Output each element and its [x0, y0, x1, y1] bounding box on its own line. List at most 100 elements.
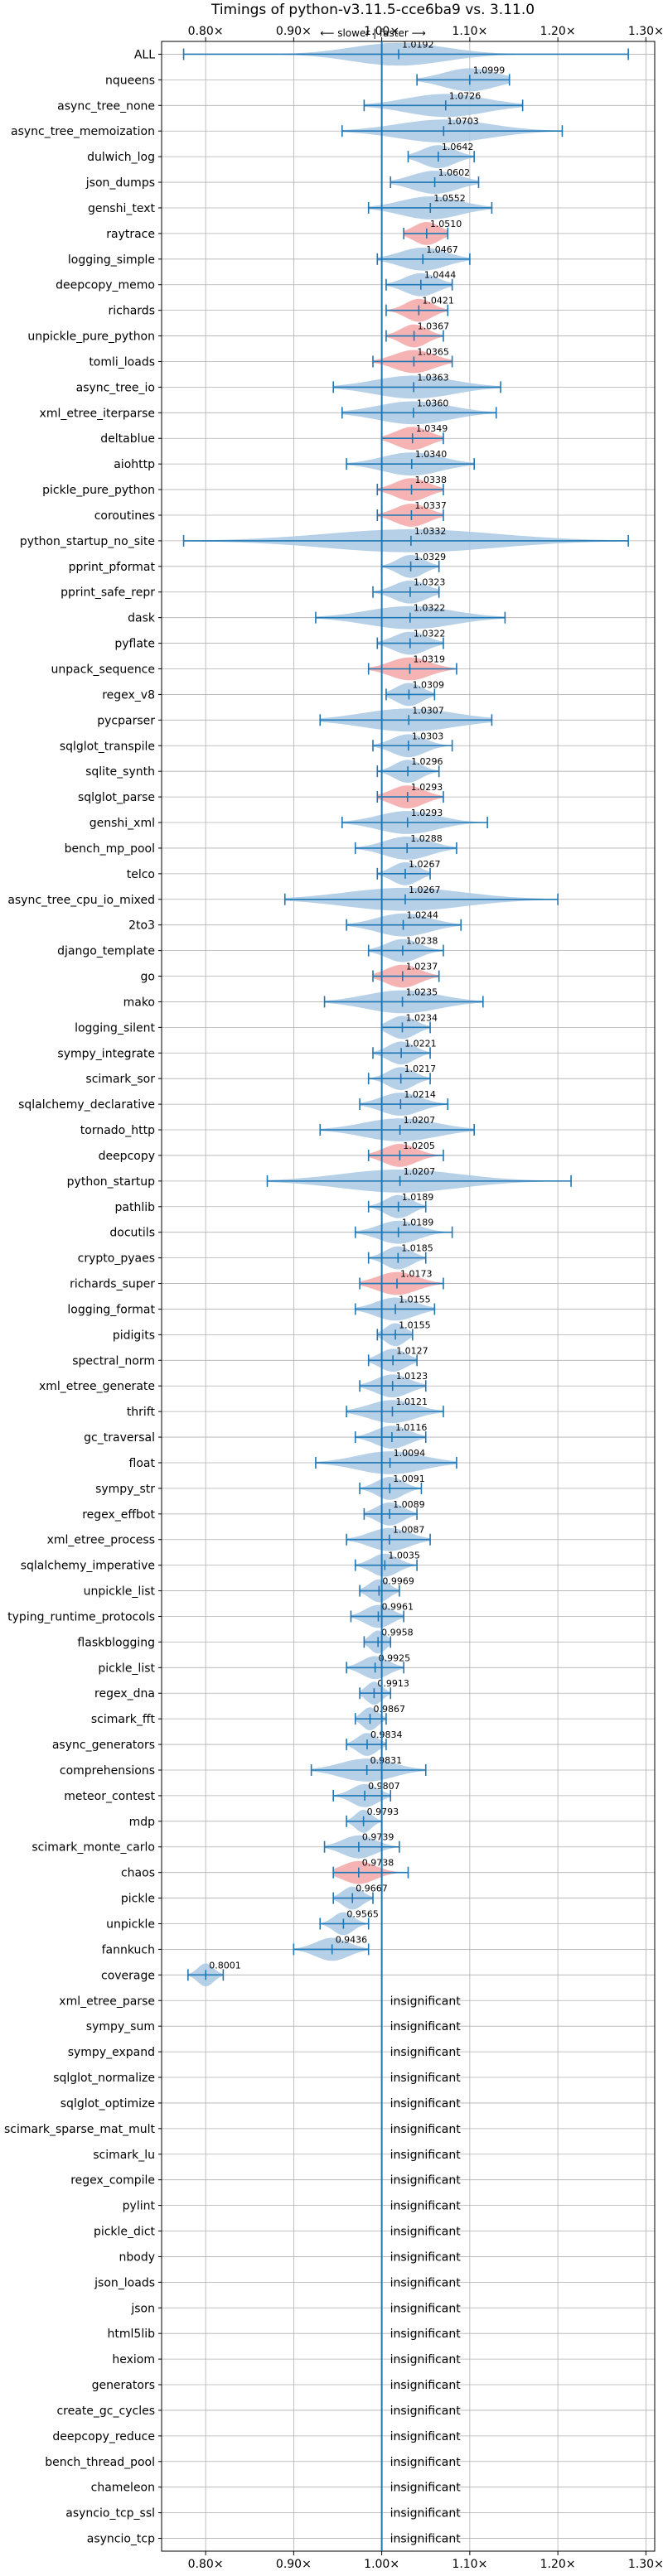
value-label: 1.0205: [403, 1141, 435, 1151]
benchmark-name: fannkuch: [102, 1943, 155, 1956]
plot-frame: [161, 41, 656, 2552]
benchmark-name: sympy_str: [95, 1483, 155, 1496]
benchmark-name: logging_simple: [68, 253, 155, 267]
benchmark-name: scimark_sparse_mat_mult: [4, 2123, 155, 2136]
benchmark-name: sqlglot_parse: [78, 791, 155, 804]
x-tick-label-bottom: 0.90×: [276, 2558, 312, 2571]
benchmark-name: dulwich_log: [87, 151, 155, 164]
benchmark-name: regex_compile: [70, 2174, 155, 2188]
value-label: 1.0267: [409, 859, 441, 870]
benchmark-name: asyncio_tcp_ssl: [65, 2507, 155, 2521]
value-label: 1.0238: [406, 936, 438, 947]
benchmark-name: tomli_loads: [89, 355, 155, 369]
x-tick-label-top: 1.10×: [452, 25, 487, 38]
value-label: 1.0214: [404, 1089, 436, 1100]
benchmark-name: pprint_safe_repr: [60, 586, 155, 600]
x-tick-label-bottom: 1.20×: [540, 2558, 576, 2571]
value-label: 0.9436: [336, 1934, 368, 1945]
insignificant-label: insignificant: [390, 2533, 462, 2546]
benchmark-name: regex_dna: [94, 1687, 155, 1700]
benchmark-name: typing_runtime_protocols: [7, 1610, 155, 1623]
insignificant-label: insignificant: [390, 2482, 462, 2495]
value-label: 0.9807: [368, 1781, 400, 1792]
benchmark-name: asyncio_tcp: [87, 2533, 155, 2546]
value-label: 1.0365: [417, 346, 449, 357]
insignificant-label: insignificant: [390, 2328, 462, 2341]
insignificant-label: insignificant: [390, 2149, 462, 2162]
value-label: 1.0329: [414, 552, 447, 562]
benchmark-name: xml_etree_process: [47, 1534, 155, 1547]
value-label: 0.9958: [381, 1627, 414, 1638]
value-label: 1.0091: [393, 1474, 425, 1484]
benchmark-name: regex_v8: [102, 688, 155, 702]
value-label: 1.0192: [402, 39, 434, 50]
value-label: 1.0322: [414, 629, 446, 639]
value-label: 1.0235: [406, 987, 438, 997]
chart-subtitle: ⟵ slower | faster ⟶: [320, 27, 426, 39]
insignificant-label: insignificant: [390, 2405, 462, 2418]
x-tick-label-bottom: 0.80×: [188, 2558, 224, 2571]
value-label: 1.0467: [426, 244, 458, 255]
benchmark-name: docutils: [109, 1227, 155, 1240]
benchmark-name: pickle_pure_python: [42, 484, 155, 497]
value-label: 1.0510: [430, 219, 462, 229]
insignificant-label: insignificant: [390, 2226, 462, 2239]
benchmark-name: xml_etree_iterparse: [40, 407, 155, 420]
benchmark-name: sqlite_synth: [85, 765, 155, 779]
benchmark-name: sqlglot_transpile: [60, 740, 155, 753]
value-label: 0.9831: [370, 1755, 403, 1766]
benchmark-name: nqueens: [105, 74, 155, 87]
value-label: 1.0332: [414, 526, 447, 537]
benchmark-name: crypto_pyaes: [78, 1252, 155, 1266]
insignificant-label: insignificant: [390, 2379, 462, 2392]
value-label: 1.0726: [449, 90, 482, 101]
benchmark-name: html5lib: [108, 2328, 156, 2341]
value-label: 1.0642: [442, 142, 474, 152]
benchmark-name: telco: [127, 868, 155, 881]
value-label: 0.9738: [362, 1858, 394, 1869]
insignificant-label: insignificant: [390, 2276, 462, 2289]
benchmark-name: create_gc_cycles: [56, 2405, 155, 2418]
insignificant-label: insignificant: [390, 2430, 462, 2443]
benchmark-name: python_startup: [67, 1175, 155, 1189]
x-tick-label-top: 1.30×: [628, 25, 663, 38]
x-tick-label-bottom: 1.10×: [452, 2558, 487, 2571]
value-label: 1.0349: [416, 423, 448, 434]
benchmark-name: logging_format: [67, 1303, 155, 1316]
benchmark-name: sqlglot_normalize: [53, 2072, 155, 2085]
benchmark-name: scimark_lu: [93, 2149, 155, 2162]
benchmark-name: pycparser: [97, 714, 155, 727]
axes-layer: 0.80× 0.80× 0.90× 0.90× 1.00× 1.00× 1.10× 1.10×…: [158, 25, 663, 2571]
benchmark-name: scimark_monte_carlo: [31, 1841, 155, 1855]
value-label: 1.0035: [388, 1551, 420, 1561]
value-label: 1.0173: [400, 1269, 432, 1280]
benchmark-name: python_startup_no_site: [20, 535, 155, 548]
insignificant-label: insignificant: [390, 2507, 462, 2521]
value-label: 1.0303: [412, 731, 443, 741]
value-label: 1.0155: [399, 1319, 431, 1330]
insignificant-label: insignificant: [390, 2456, 462, 2469]
value-label: 1.0155: [399, 1294, 431, 1305]
benchmark-name: spectral_norm: [72, 1354, 155, 1368]
value-label: 1.0087: [393, 1525, 425, 1536]
benchmark-name: async_tree_io: [76, 381, 155, 394]
benchmark-name: aiohttp: [114, 458, 155, 471]
insignificant-label: insignificant: [390, 2020, 462, 2033]
benchmark-name: xml_etree_generate: [39, 1380, 155, 1393]
value-label: 1.0189: [402, 1192, 434, 1203]
benchmark-name: float: [129, 1457, 156, 1470]
value-label: 0.9913: [377, 1678, 409, 1689]
value-label: 1.0244: [407, 910, 439, 921]
value-label: 1.0293: [411, 782, 443, 793]
benchmark-name: pickle_list: [98, 1662, 155, 1675]
value-label: 1.0323: [414, 577, 445, 588]
benchmark-name: scimark_fft: [91, 1713, 156, 1726]
benchmark-name: json: [130, 2302, 155, 2315]
insignificant-label: insignificant: [390, 2302, 462, 2315]
benchmark-name: unpickle_list: [84, 1585, 156, 1599]
benchmark-name: go: [141, 971, 155, 984]
benchmark-name: logging_silent: [75, 1021, 155, 1035]
benchmark-name: raytrace: [106, 228, 155, 241]
benchmark-name: dask: [128, 612, 156, 625]
